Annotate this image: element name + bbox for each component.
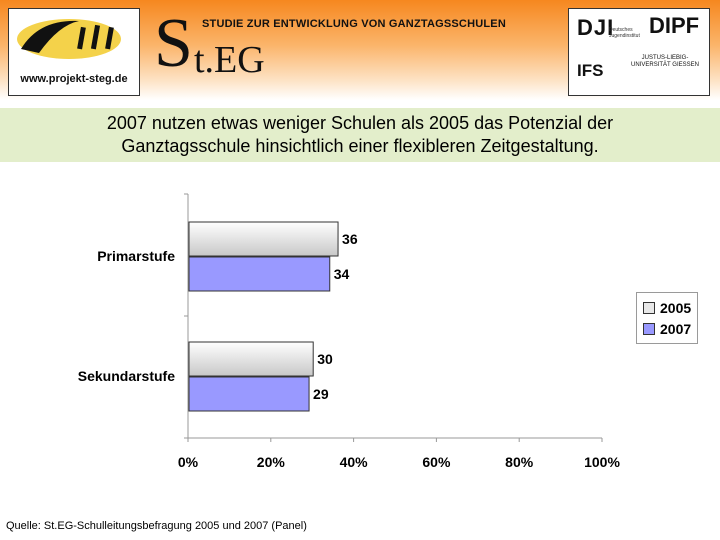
source-note: Quelle: St.EG-Schulleitungsbefragung 200…: [6, 520, 307, 532]
steg-logo-letter: S: [154, 5, 193, 82]
data-label: 29: [313, 386, 329, 402]
dipf-logo: DIPF: [649, 13, 700, 38]
bar-2005-primarstufe: [188, 221, 339, 257]
chart-legend: 2005 2007: [636, 292, 698, 344]
legend-item-2005: 2005: [643, 300, 691, 316]
legend-item-2007: 2007: [643, 321, 691, 337]
data-label: 30: [317, 351, 333, 367]
legend-swatch-2005: [643, 302, 655, 314]
legend-swatch-2007: [643, 323, 655, 335]
bar-2007-sekundarstufe: [188, 376, 310, 412]
dji-logo-subtitle: Deutsches Jugendinstitut: [609, 27, 640, 39]
steg-subtitle: STUDIE ZUR ENTWICKLUNG VON GANZTAGSSCHUL…: [202, 18, 506, 30]
legend-label-2007: 2007: [660, 321, 692, 337]
x-tick-label: 80%: [505, 454, 534, 470]
bar-2007-primarstufe: [188, 256, 331, 292]
headline-text: 2007 nutzen etwas weniger Schulen als 20…: [106, 113, 614, 156]
steg-project-logo[interactable]: www.projekt-steg.de: [8, 8, 140, 96]
x-tick-label: 60%: [422, 454, 451, 470]
category-label: Primarstufe: [97, 248, 175, 264]
jlu-logo: JUSTUS-LIEBIG-UNIVERSITÄT GIESSEN: [631, 55, 699, 68]
ifs-logo: IFS: [577, 61, 604, 80]
legend-label-2005: 2005: [660, 300, 692, 316]
x-tick-label: 100%: [584, 454, 620, 470]
website-url[interactable]: www.projekt-steg.de: [20, 73, 128, 85]
bar-chart: 0% 20% 40% 60% 80% 100% Primarstufe 36 34 Sekunda…: [78, 193, 620, 470]
data-label: 34: [334, 266, 350, 282]
headline-banner: 2007 nutzen etwas weniger Schulen als 20…: [0, 108, 720, 162]
dji-logo: DJI: [577, 15, 615, 40]
steg-logo-text: t.EG: [194, 39, 265, 81]
x-tick-label: 0%: [178, 454, 199, 470]
data-label: 36: [342, 231, 358, 247]
x-tick-label: 40%: [340, 454, 369, 470]
x-tick-label: 20%: [257, 454, 286, 470]
category-label: Sekundarstufe: [78, 368, 175, 384]
bar-2005-sekundarstufe: [188, 341, 314, 377]
partner-logos: DJI Deutsches Jugendinstitut DIPF IFS JU…: [568, 8, 710, 96]
header: www.projekt-steg.de S t.EG STUDIE ZUR EN…: [0, 0, 720, 100]
steg-swoosh-icon: [17, 19, 121, 59]
